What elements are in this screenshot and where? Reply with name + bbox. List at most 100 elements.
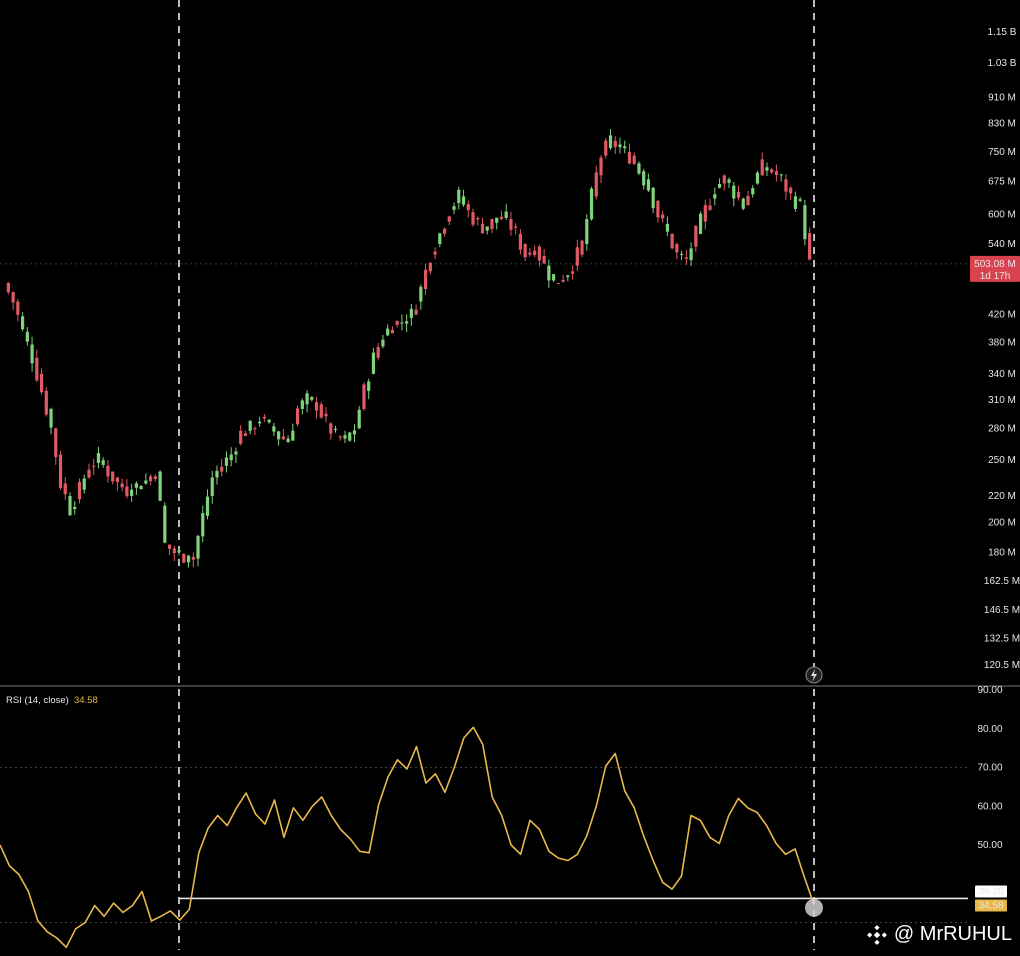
candle	[646, 179, 651, 191]
guide-value-badge	[975, 885, 1007, 898]
candle	[205, 496, 210, 516]
candle	[295, 408, 300, 425]
candle	[438, 233, 442, 245]
candle	[675, 244, 679, 253]
candle	[96, 453, 101, 463]
candle	[466, 204, 470, 211]
candle	[343, 435, 347, 439]
candle	[390, 330, 395, 334]
price-tick-label: 120.5 M	[984, 660, 1020, 671]
candle	[352, 430, 357, 435]
rsi-legend-value: 34.58	[74, 695, 98, 706]
candle	[580, 240, 584, 255]
candle	[63, 483, 67, 495]
candle	[248, 420, 252, 431]
candle	[613, 140, 617, 148]
price-tick-label: 132.5 M	[984, 633, 1020, 644]
candle	[272, 426, 276, 432]
price-tick-label: 910 M	[988, 93, 1016, 104]
price-tick-label: 1.03 B	[988, 58, 1017, 69]
candle	[637, 163, 641, 174]
candle	[665, 223, 669, 232]
candle	[267, 419, 271, 423]
candle	[694, 225, 698, 247]
candle	[722, 175, 726, 184]
price-tick-label: 540 M	[988, 239, 1016, 250]
candle	[447, 216, 451, 222]
candle	[106, 465, 110, 477]
candle	[262, 416, 266, 419]
candle	[703, 205, 707, 222]
candle	[428, 262, 432, 272]
candle	[305, 393, 309, 405]
candle	[258, 421, 262, 424]
candle	[765, 167, 769, 171]
candle	[661, 214, 665, 219]
candle	[224, 457, 229, 466]
candle	[741, 198, 745, 209]
candle	[751, 188, 755, 195]
candle	[651, 187, 655, 209]
candle	[58, 454, 63, 488]
candle	[414, 309, 418, 315]
candle	[6, 282, 10, 293]
candle	[115, 477, 120, 483]
binance-logo-icon	[866, 924, 887, 945]
candle	[177, 550, 181, 553]
candle	[623, 146, 627, 149]
candle	[196, 535, 200, 559]
candle	[186, 555, 191, 563]
candle	[656, 200, 660, 218]
price-tick-label: 310 M	[988, 395, 1016, 406]
candle	[423, 269, 428, 290]
candle	[158, 471, 162, 501]
rsi-tick-label: 80.00	[977, 724, 1002, 735]
candle	[575, 247, 579, 266]
candle	[770, 169, 774, 173]
candle	[220, 466, 224, 472]
candle	[153, 476, 157, 480]
price-tick-label: 250 M	[988, 455, 1016, 466]
candle	[201, 513, 205, 537]
candle	[324, 413, 328, 417]
candle	[111, 471, 115, 482]
price-tick-label: 380 M	[988, 338, 1016, 349]
candle	[130, 489, 134, 496]
price-tick-label: 675 M	[988, 176, 1016, 187]
candle	[599, 157, 603, 176]
candle	[784, 179, 788, 192]
price-tick-label: 280 M	[988, 423, 1016, 434]
candle	[400, 322, 404, 324]
candle	[215, 470, 219, 478]
price-tick-label: 220 M	[988, 491, 1016, 502]
guide-value-label: 36.20	[978, 886, 1003, 897]
candle	[39, 373, 44, 393]
candle	[243, 433, 248, 436]
candle	[319, 404, 323, 418]
candle	[570, 271, 575, 274]
candle	[798, 199, 802, 201]
candle	[286, 438, 290, 443]
price-tick-label: 830 M	[988, 118, 1016, 129]
candle	[234, 451, 238, 455]
candle	[736, 192, 741, 198]
candle	[68, 495, 72, 516]
candle	[16, 301, 20, 315]
candle	[25, 331, 29, 342]
candle	[680, 253, 684, 255]
rsi-last-point-marker[interactable]	[805, 898, 823, 917]
candle	[49, 408, 53, 428]
price-tick-label: 146.5 M	[984, 605, 1020, 616]
candle	[717, 184, 722, 188]
candle	[803, 205, 807, 240]
candle	[338, 436, 342, 438]
candle	[698, 213, 703, 234]
candle	[239, 430, 243, 444]
candle	[395, 321, 399, 325]
candle	[229, 454, 233, 461]
candle	[585, 219, 589, 245]
candle	[793, 196, 798, 209]
candle	[172, 548, 176, 554]
candle	[300, 400, 304, 409]
